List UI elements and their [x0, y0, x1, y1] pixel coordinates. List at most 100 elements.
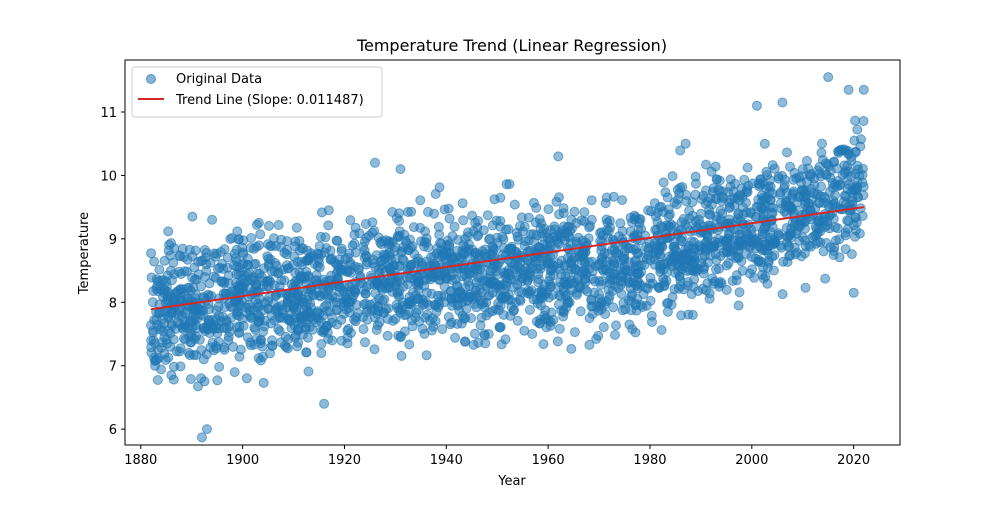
data-point — [782, 147, 792, 158]
data-point — [533, 242, 544, 253]
data-point — [823, 72, 834, 83]
data-point — [610, 329, 620, 340]
data-point — [372, 277, 383, 288]
data-point — [756, 174, 766, 185]
data-point — [323, 205, 334, 216]
data-point — [671, 246, 681, 257]
data-point — [212, 375, 223, 386]
data-point — [843, 179, 854, 190]
data-point — [456, 255, 467, 266]
data-point — [416, 258, 427, 268]
data-point — [820, 273, 831, 284]
data-point — [439, 204, 450, 215]
data-point — [396, 350, 407, 361]
data-point — [421, 350, 432, 361]
data-point — [534, 214, 545, 225]
data-point — [793, 220, 804, 231]
data-point — [175, 361, 186, 372]
data-point — [189, 313, 200, 324]
data-point — [165, 341, 176, 352]
data-point — [358, 324, 369, 335]
data-point — [385, 275, 396, 286]
data-point — [675, 275, 686, 286]
data-point — [547, 289, 558, 300]
data-point — [254, 268, 265, 279]
data-point — [645, 295, 656, 306]
data-point — [344, 265, 355, 276]
data-point — [238, 258, 249, 269]
data-point — [506, 301, 517, 312]
data-point — [775, 240, 786, 251]
data-point — [458, 215, 469, 226]
data-point — [751, 212, 762, 222]
data-point — [780, 200, 791, 211]
data-point — [353, 262, 364, 273]
data-point — [594, 276, 605, 287]
data-point — [189, 274, 200, 285]
data-point — [273, 220, 284, 230]
data-point — [821, 170, 832, 181]
data-point — [500, 334, 511, 345]
data-point — [708, 183, 719, 194]
data-point — [792, 197, 803, 208]
data-point — [669, 197, 680, 208]
data-point — [852, 160, 863, 171]
y-tick-label: 9 — [109, 233, 117, 248]
data-point — [569, 327, 580, 338]
data-point — [584, 313, 595, 324]
data-point — [857, 210, 868, 221]
data-point — [575, 306, 586, 317]
data-point — [210, 251, 221, 262]
data-point — [222, 262, 233, 273]
data-point — [322, 320, 333, 331]
data-point — [361, 251, 372, 262]
y-tick-label: 6 — [109, 423, 117, 438]
data-point — [560, 291, 571, 302]
data-point — [663, 211, 674, 222]
data-point — [289, 320, 300, 331]
data-point — [434, 299, 444, 310]
data-point — [733, 209, 744, 220]
data-point — [214, 361, 225, 372]
data-point — [558, 311, 569, 322]
data-point — [202, 424, 212, 435]
data-point — [341, 294, 352, 305]
data-point — [759, 138, 770, 149]
data-point — [715, 277, 726, 287]
data-point — [255, 355, 266, 366]
data-point — [757, 269, 768, 280]
data-point — [724, 201, 735, 212]
data-point — [846, 249, 857, 260]
data-point — [659, 280, 670, 291]
x-tick-label: 1920 — [328, 453, 361, 468]
data-point — [380, 304, 391, 314]
legend-marker-scatter — [146, 74, 156, 84]
trend-line — [150, 206, 864, 311]
data-point — [519, 221, 530, 232]
data-point — [495, 192, 506, 203]
data-point — [367, 258, 378, 269]
data-point — [323, 220, 334, 231]
data-point — [846, 152, 857, 162]
x-tick-label: 2000 — [735, 453, 768, 468]
x-tick-label: 1960 — [532, 453, 565, 468]
data-point — [598, 266, 609, 276]
data-point — [246, 274, 257, 285]
data-point — [487, 220, 498, 231]
data-point — [599, 299, 610, 310]
data-point — [559, 221, 569, 232]
data-point — [858, 116, 869, 126]
data-point — [198, 354, 209, 365]
data-point — [400, 236, 411, 246]
data-point — [342, 252, 353, 263]
data-point — [316, 348, 327, 359]
data-point — [449, 221, 460, 232]
data-point — [417, 323, 428, 334]
data-point — [765, 175, 775, 186]
data-point — [331, 235, 342, 246]
data-point — [238, 249, 249, 259]
data-point — [371, 250, 382, 261]
data-point — [358, 241, 369, 252]
data-point — [184, 350, 195, 361]
data-point — [852, 182, 863, 193]
